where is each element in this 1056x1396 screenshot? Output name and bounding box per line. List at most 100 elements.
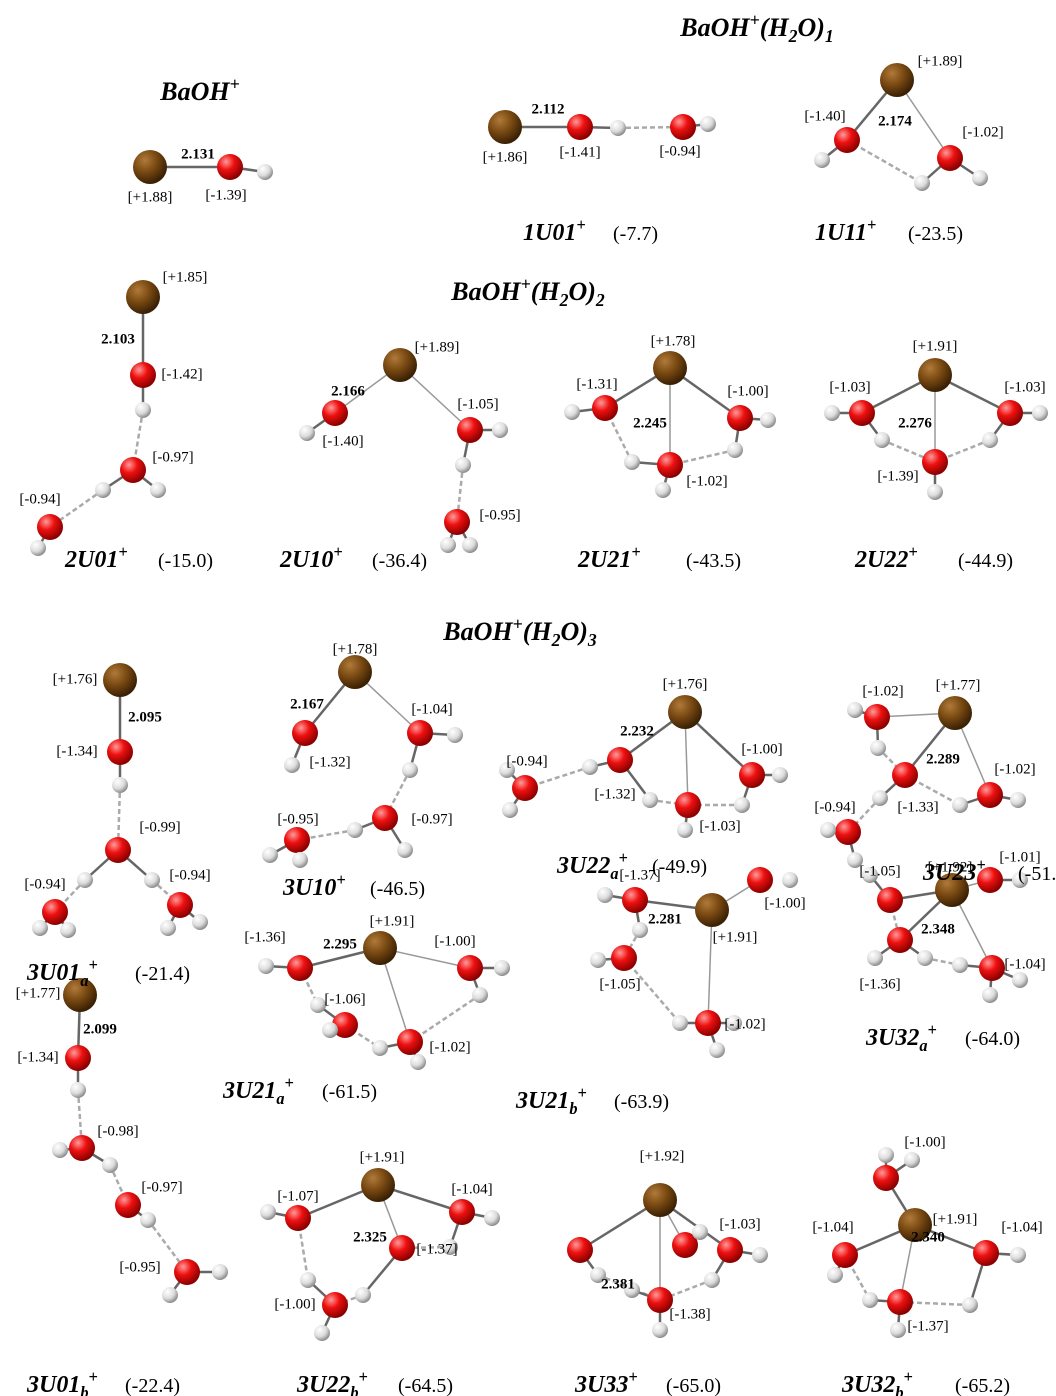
superscript: +: [628, 1367, 637, 1386]
oxygen-atom: [42, 899, 68, 925]
atom-charge: [+1.91]: [713, 929, 758, 945]
bond-length: 2.281: [648, 911, 682, 927]
structure-name: 3U22a+: [556, 848, 628, 883]
barium-atom: [880, 63, 914, 97]
hydrogen-atom: [890, 1322, 906, 1338]
text-part: 3U10: [282, 875, 336, 901]
bonds: [38, 80, 1040, 1333]
atom-charge: [+1.91]: [360, 1149, 405, 1165]
subscript: 2: [559, 290, 569, 310]
text-part: O): [797, 13, 824, 42]
text-part: O): [568, 277, 595, 306]
oxygen-atom: [657, 452, 683, 478]
superscript: +: [908, 542, 917, 561]
hydrogen-atom: [952, 797, 968, 813]
bond-length: 2.095: [128, 709, 162, 725]
hydrogen-atom: [144, 872, 160, 888]
atom-charge: [+1.89]: [415, 339, 460, 355]
subscript: a: [276, 1089, 284, 1108]
hydrogen-atom: [102, 1157, 118, 1173]
structure-name: 3U01b+: [26, 1367, 98, 1396]
oxygen-atom: [675, 792, 701, 818]
atom-charge: [-0.94]: [814, 799, 855, 815]
section-title: BaOH+(H2O)2: [450, 274, 605, 310]
atom-charge: [-1.37]: [416, 1241, 457, 1257]
hydrogen-atom: [752, 1247, 768, 1263]
oxygen-atom: [922, 449, 948, 475]
hydrogen-atom: [70, 1082, 86, 1098]
relative-energy: (-15.0): [158, 550, 213, 572]
hydrogen-atom: [709, 1042, 725, 1058]
oxygen-atom: [834, 127, 860, 153]
hydrogen-atom: [872, 790, 888, 806]
atom-charge: [+1.91]: [933, 1211, 978, 1227]
labels: BaOH+2.131[+1.88][-1.39]BaOH+(H2O)12.112…: [16, 10, 1056, 1396]
hydrogen-atom: [927, 484, 943, 500]
structure-name: 2U22+: [854, 542, 918, 573]
structure-name: 1U11+: [815, 215, 876, 246]
hydrogen-atom: [284, 757, 300, 773]
atom-charge: [+1.92]: [928, 859, 973, 875]
hydrogen-atom: [672, 1015, 688, 1031]
atom-charge: [-1.00]: [434, 933, 475, 949]
hydrogen-atom: [472, 987, 488, 1003]
text-part: 3U01: [26, 960, 80, 986]
atom-charge: [-1.02]: [962, 124, 1003, 140]
hydrogen-atom: [952, 957, 968, 973]
oxygen-atom: [977, 782, 1003, 808]
superscript: +: [230, 74, 240, 94]
oxygen-atom: [832, 1242, 858, 1268]
oxygen-atom: [372, 805, 398, 831]
atom-charge: [-0.95]: [119, 1259, 160, 1275]
atom-charge: [-1.36]: [859, 976, 900, 992]
hydrogen-atom: [162, 1287, 178, 1303]
hydrogen-atom: [624, 454, 640, 470]
atom-charge: [-0.95]: [479, 507, 520, 523]
text-part: O): [560, 617, 587, 646]
hydrogen-atom: [150, 482, 166, 498]
atom-charge: [-1.00]: [904, 1134, 945, 1150]
atom-charge: [-0.94]: [506, 753, 547, 769]
atom-charge: [-1.40]: [322, 433, 363, 449]
atom-charge: [-1.02]: [994, 761, 1035, 777]
text-part: (H: [760, 13, 790, 42]
atom-charge: [-1.39]: [205, 187, 246, 203]
oxygen-atom: [864, 704, 890, 730]
hydrogen-atom: [112, 777, 128, 793]
subscript: b: [350, 1383, 358, 1396]
oxygen-atom: [873, 1165, 899, 1191]
hydrogen-atom: [372, 1040, 388, 1056]
oxygen-atom: [130, 362, 156, 388]
atom-charge: [-1.00]: [764, 895, 805, 911]
structure-name: 3U32b+: [841, 1367, 913, 1396]
oxygen-atom: [937, 145, 963, 171]
bond-length: 2.166: [331, 383, 365, 399]
superscript: +: [89, 1367, 98, 1386]
oxygen-atom: [217, 154, 243, 180]
hydrogen-atom: [494, 960, 510, 976]
atom-charge: [+1.92]: [640, 1148, 685, 1164]
structure-name: 3U22b+: [296, 1367, 368, 1396]
structure-name: 3U32a+: [865, 1020, 937, 1055]
hydrogen-atom: [847, 702, 863, 718]
atom-charge: [-0.97]: [141, 1179, 182, 1195]
oxygen-atom: [444, 509, 470, 535]
oxygen-atom: [397, 1029, 423, 1055]
hydrogen-atom: [652, 1322, 668, 1338]
hydrogen-atom: [402, 762, 418, 778]
hydrogen-atom: [655, 482, 671, 498]
hydrogen-atom: [502, 802, 518, 818]
barium-atom: [653, 351, 687, 385]
hydrogen-atom: [32, 920, 48, 936]
bond-length: 2.103: [101, 331, 135, 347]
hydrogen-atom: [734, 797, 750, 813]
hydrogen-atom: [314, 1325, 330, 1341]
hydrogen-atom: [917, 950, 933, 966]
oxygen-atom: [567, 1237, 593, 1263]
superscript: +: [89, 955, 98, 974]
hydrogen-atom: [462, 537, 478, 553]
oxygen-atom: [567, 114, 593, 140]
hydrogen-atom: [440, 537, 456, 553]
hydrogen-atom: [597, 887, 613, 903]
oxygen-atom: [607, 747, 633, 773]
